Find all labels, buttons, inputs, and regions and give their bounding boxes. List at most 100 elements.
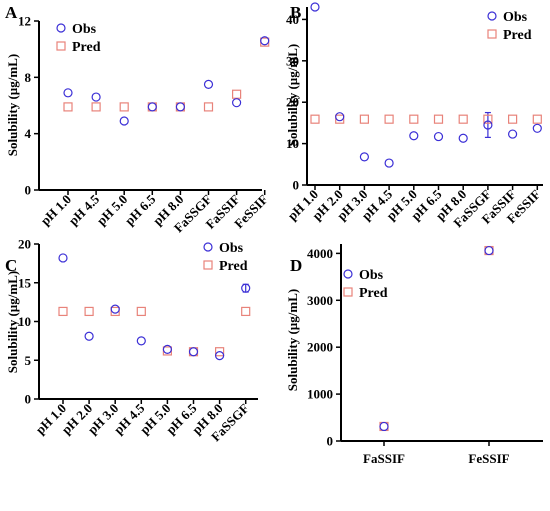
legend-obs-label: Obs xyxy=(219,241,244,256)
chart-panel-a: A 0 4 8 12 Solubility (µg/mL) pH 1.0pH 4.5pH 5… xyxy=(5,3,271,235)
x-tick-label: FaSSIF xyxy=(363,451,405,466)
pred-point xyxy=(384,114,394,124)
y-tick-label: 40 xyxy=(286,12,299,27)
y-tick-label: 20 xyxy=(286,95,299,110)
y-tick-label: 3000 xyxy=(307,293,333,308)
pred-point xyxy=(508,114,518,124)
panel-label: A xyxy=(5,3,18,22)
legend-obs-marker xyxy=(203,242,213,252)
obs-point xyxy=(58,253,68,263)
pred-point xyxy=(483,114,493,124)
obs-point xyxy=(188,347,199,357)
x-tick-label: pH 5.0 xyxy=(94,192,131,229)
obs-point xyxy=(335,112,345,122)
legend-pred-label: Pred xyxy=(503,28,532,43)
x-tick-label: pH 6.5 xyxy=(122,191,159,228)
panel-label: D xyxy=(290,256,302,275)
y-axis-title: Solubility (µg/mL) xyxy=(285,44,300,146)
pred-point xyxy=(63,102,73,112)
legend-obs-label: Obs xyxy=(72,22,97,37)
panel-label: C xyxy=(5,256,17,275)
y-axis-title: Solubility (µg/mL) xyxy=(285,289,300,391)
y-tick-label: 12 xyxy=(18,14,31,29)
obs-point xyxy=(91,92,101,102)
pred-point xyxy=(359,114,369,124)
x-tick-label: pH 1.0 xyxy=(37,192,74,229)
y-tick-label: 10 xyxy=(18,314,31,329)
y-tick-label: 0 xyxy=(25,183,32,198)
obs-point xyxy=(532,123,542,133)
y-tick-label: 1000 xyxy=(307,387,333,402)
obs-point xyxy=(384,158,394,168)
y-axis-title: Solubility (µg/mL) xyxy=(5,54,20,156)
legend-obs-marker xyxy=(56,23,66,33)
pred-point xyxy=(335,114,345,124)
legend-pred-label: Pred xyxy=(359,286,388,301)
pred-point xyxy=(58,306,68,317)
chart-panel-d: D 0 1000 2000 3000 4000 Solubility (µg/mL) FaSS… xyxy=(285,244,543,466)
obs-point xyxy=(63,88,73,98)
y-tick-label: 10 xyxy=(286,136,299,151)
pred-point xyxy=(241,306,251,317)
y-tick-label: 0 xyxy=(327,434,334,449)
pred-point xyxy=(532,114,542,124)
obs-point xyxy=(483,120,493,130)
pred-point xyxy=(232,89,242,99)
legend-obs-label: Obs xyxy=(359,268,384,283)
y-tick-label: 0 xyxy=(25,392,32,407)
legend-pred-marker xyxy=(487,29,497,39)
obs-point xyxy=(203,79,214,89)
panel-label: B xyxy=(290,3,301,22)
obs-point xyxy=(84,331,94,341)
y-tick-label: 4 xyxy=(25,126,32,141)
obs-point xyxy=(136,336,146,346)
pred-point xyxy=(310,114,320,124)
legend-obs-marker xyxy=(343,269,353,279)
legend-pred-marker xyxy=(203,260,213,270)
obs-point xyxy=(484,245,494,256)
y-tick-label: 4000 xyxy=(307,246,333,261)
obs-point xyxy=(359,152,369,162)
pred-point xyxy=(458,114,468,124)
obs-point xyxy=(260,36,270,46)
y-tick-label: 5 xyxy=(25,353,32,368)
obs-point xyxy=(310,2,320,12)
pred-point xyxy=(215,347,225,357)
y-tick-label: 20 xyxy=(18,237,31,252)
obs-point xyxy=(241,283,251,293)
obs-point xyxy=(110,304,120,314)
y-tick-label: 8 xyxy=(25,70,32,85)
obs-point xyxy=(147,102,157,112)
pred-point xyxy=(91,102,101,112)
pred-point xyxy=(203,102,214,112)
obs-point xyxy=(433,131,444,142)
obs-point xyxy=(119,116,129,126)
y-axis-title: Solubility (µg/mL) xyxy=(5,271,20,373)
pred-point xyxy=(110,306,120,317)
obs-point xyxy=(409,131,419,141)
obs-point xyxy=(215,351,225,361)
legend-obs-label: Obs xyxy=(503,10,528,25)
obs-point xyxy=(175,102,185,112)
pred-point xyxy=(136,306,146,317)
obs-point xyxy=(162,344,172,354)
obs-point xyxy=(379,421,389,432)
legend-pred-marker xyxy=(56,41,66,51)
legend-pred-label: Pred xyxy=(219,259,248,274)
y-tick-label: 30 xyxy=(286,53,299,68)
x-tick-label: FeSSIF xyxy=(468,451,509,466)
obs-point xyxy=(507,129,518,139)
pred-point xyxy=(119,102,129,112)
y-tick-label: 0 xyxy=(293,178,300,193)
pred-point xyxy=(84,306,94,317)
pred-point xyxy=(409,114,419,124)
x-tick-label: pH 4.5 xyxy=(66,191,103,228)
obs-point xyxy=(232,98,242,108)
legend-pred-label: Pred xyxy=(72,40,101,55)
y-tick-label: 2000 xyxy=(307,340,333,355)
obs-point xyxy=(458,133,468,143)
y-tick-label: 15 xyxy=(18,275,32,290)
legend-pred-marker xyxy=(343,287,353,297)
